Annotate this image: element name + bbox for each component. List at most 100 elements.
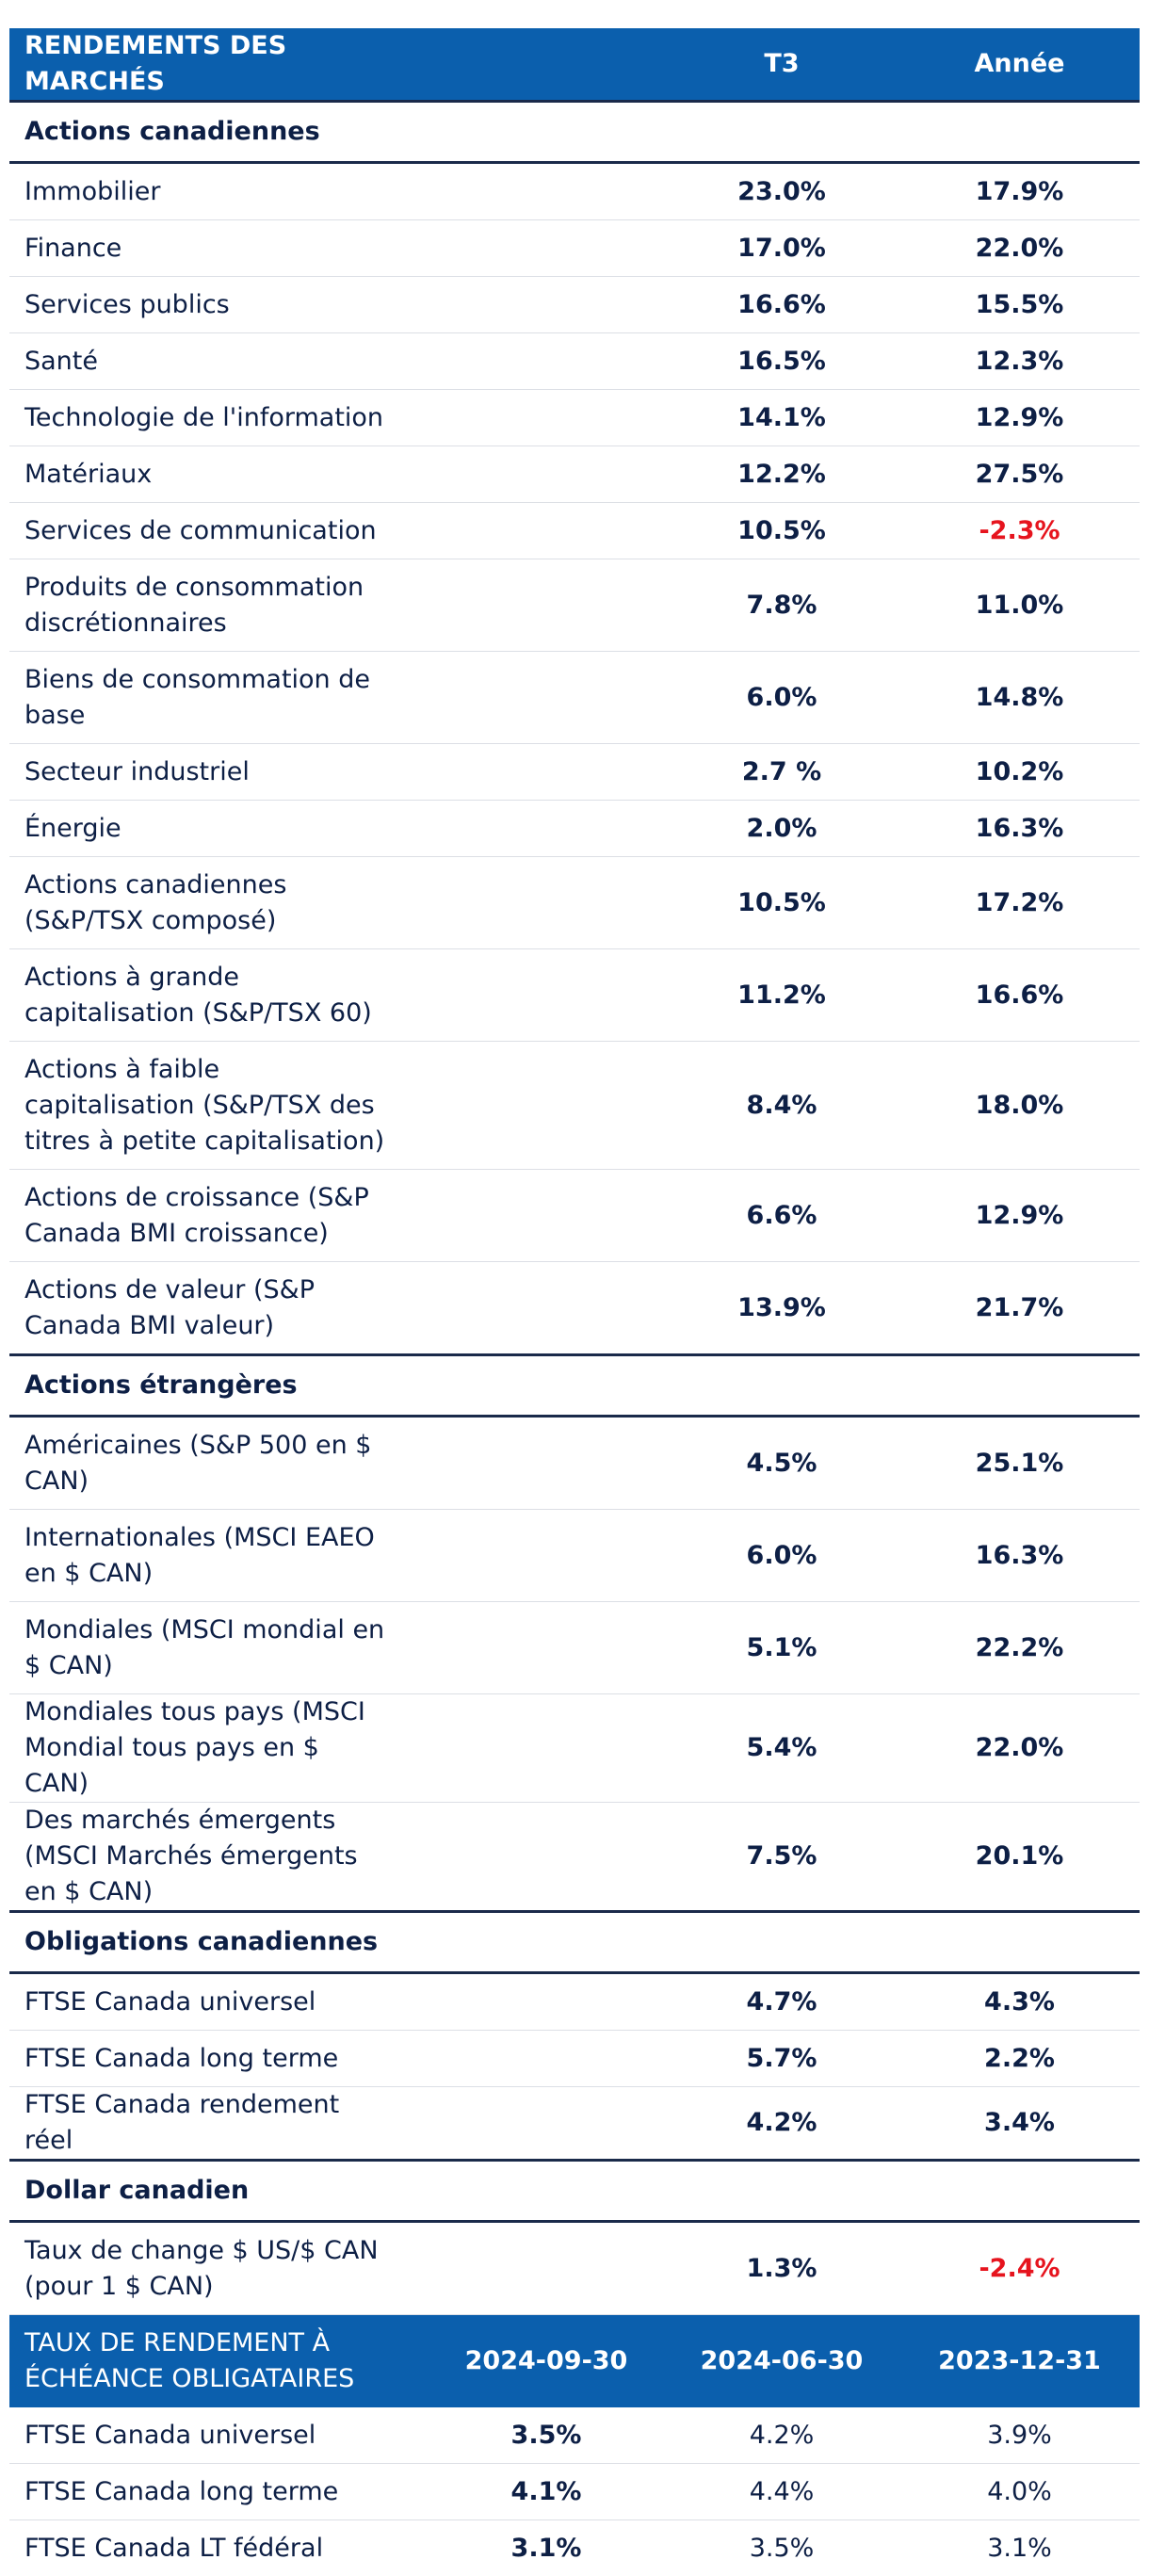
section-row: Dollar canadien [9, 2161, 1140, 2222]
yields-row-label: FTSE Canada LT fédéral [9, 2520, 429, 2576]
row-label: Services publics [9, 277, 429, 333]
quarter-return: 11.2% [664, 949, 899, 1042]
row-label: Secteur industriel [9, 744, 429, 801]
quarter-return: 10.5% [664, 503, 899, 559]
header-col-quarter: T3 [664, 28, 899, 102]
year-return: 3.4% [899, 2087, 1140, 2161]
quarter-return: 4.5% [664, 1417, 899, 1510]
yields-date-3: 2023-12-31 [899, 2315, 1140, 2408]
quarter-return: 6.0% [664, 652, 899, 744]
row-label: Services de communication [9, 503, 429, 559]
year-return: 12.3% [899, 333, 1140, 390]
row-label: Mondiales (MSCI mondial en $ CAN) [9, 1602, 429, 1694]
year-return: 15.5% [899, 277, 1140, 333]
row-label: Des marchés émergents (MSCI Marchés émer… [9, 1803, 429, 1912]
row-label: Actions à faible capitalisation (S&P/TSX… [9, 1042, 429, 1170]
table-row: Actions canadiennes (S&P/TSX composé)10.… [9, 857, 1140, 949]
year-return: 22.0% [899, 1694, 1140, 1803]
row-label: Biens de consommation de base [9, 652, 429, 744]
header-row: RENDEMENTS DES MARCHÉS T3 Année [9, 28, 1140, 102]
quarter-return: 16.6% [664, 277, 899, 333]
yield-value-3: 3.1% [899, 2520, 1140, 2576]
year-return: 2.2% [899, 2031, 1140, 2087]
yield-value-1: 4.1% [429, 2464, 664, 2520]
row-label: Actions à grande capitalisation (S&P/TSX… [9, 949, 429, 1042]
row-label: Technologie de l'information [9, 390, 429, 446]
table-row: Services de communication 10.5%-2.3% [9, 503, 1140, 559]
market-returns-body: RENDEMENTS DES MARCHÉS T3 Année Actions … [9, 28, 1140, 2576]
quarter-return: 23.0% [664, 163, 899, 220]
year-return: 11.0% [899, 559, 1140, 652]
section-row: Obligations canadiennes [9, 1912, 1140, 1973]
yield-value-2: 3.5% [664, 2520, 899, 2576]
market-returns-table-wrap: RENDEMENTS DES MARCHÉS T3 Année Actions … [9, 28, 1140, 2576]
year-return: 20.1% [899, 1803, 1140, 1912]
year-return: -2.4% [899, 2222, 1140, 2315]
year-return: 16.6% [899, 949, 1140, 1042]
year-return: 25.1% [899, 1417, 1140, 1510]
table-row: FTSE Canada long terme 5.7%2.2% [9, 2031, 1140, 2087]
quarter-return: 5.7% [664, 2031, 899, 2087]
row-label: FTSE Canada universel [9, 1973, 429, 2031]
year-return: -2.3% [899, 503, 1140, 559]
row-label: Taux de change $ US/$ CAN (pour 1 $ CAN) [9, 2222, 429, 2315]
yield-value-2: 4.4% [664, 2464, 899, 2520]
row-label: Produits de consommation discrétionnaire… [9, 559, 429, 652]
quarter-return: 8.4% [664, 1042, 899, 1170]
table-row: Actions à grande capitalisation (S&P/TSX… [9, 949, 1140, 1042]
yield-value-3: 4.0% [899, 2464, 1140, 2520]
table-row: Actions à faible capitalisation (S&P/TSX… [9, 1042, 1140, 1170]
row-label: Américaines (S&P 500 en $ CAN) [9, 1417, 429, 1510]
year-return: 12.9% [899, 390, 1140, 446]
year-return: 22.2% [899, 1602, 1140, 1694]
table-row: Mondiales (MSCI mondial en $ CAN)5.1%22.… [9, 1602, 1140, 1694]
row-label: Santé [9, 333, 429, 390]
yields-title: TAUX DE RENDEMENT À ÉCHÉANCE OBLIGATAIRE… [9, 2315, 429, 2408]
table-row: Internationales (MSCI EAEO en $ CAN)6.0%… [9, 1510, 1140, 1602]
yield-value-2: 4.2% [664, 2407, 899, 2464]
table-row: Américaines (S&P 500 en $ CAN) 4.5%25.1% [9, 1417, 1140, 1510]
section-title: Obligations canadiennes [9, 1912, 1140, 1973]
year-return: 22.0% [899, 220, 1140, 277]
row-label: Actions de croissance (S&P Canada BMI cr… [9, 1170, 429, 1262]
row-label: FTSE Canada long terme [9, 2031, 429, 2087]
table-row: Actions de valeur (S&P Canada BMI valeur… [9, 1262, 1140, 1355]
year-return: 12.9% [899, 1170, 1140, 1262]
table-row: Mondiales tous pays (MSCI Mondial tous p… [9, 1694, 1140, 1803]
yield-value-1: 3.5% [429, 2407, 664, 2464]
row-label: Matériaux [9, 446, 429, 503]
quarter-return: 10.5% [664, 857, 899, 949]
table-row: Taux de change $ US/$ CAN (pour 1 $ CAN)… [9, 2222, 1140, 2315]
row-label: Énergie [9, 801, 429, 857]
header-title: RENDEMENTS DES MARCHÉS [9, 28, 429, 102]
quarter-return: 4.7% [664, 1973, 899, 2031]
table-row: Actions de croissance (S&P Canada BMI cr… [9, 1170, 1140, 1262]
yield-value-3: 3.9% [899, 2407, 1140, 2464]
year-return: 18.0% [899, 1042, 1140, 1170]
row-label: Finance [9, 220, 429, 277]
yields-row-label: FTSE Canada universel [9, 2407, 429, 2464]
quarter-return: 6.0% [664, 1510, 899, 1602]
section-title: Dollar canadien [9, 2161, 1140, 2222]
quarter-return: 12.2% [664, 446, 899, 503]
table-row: Produits de consommation discrétionnaire… [9, 559, 1140, 652]
section-title: Actions canadiennes [9, 102, 1140, 163]
quarter-return: 13.9% [664, 1262, 899, 1355]
yields-date-2: 2024-06-30 [664, 2315, 899, 2408]
yields-row-label: FTSE Canada long terme [9, 2464, 429, 2520]
section-title: Actions étrangères [9, 1355, 1140, 1417]
table-row: Des marchés émergents (MSCI Marchés émer… [9, 1803, 1140, 1912]
row-label: Mondiales tous pays (MSCI Mondial tous p… [9, 1694, 429, 1803]
